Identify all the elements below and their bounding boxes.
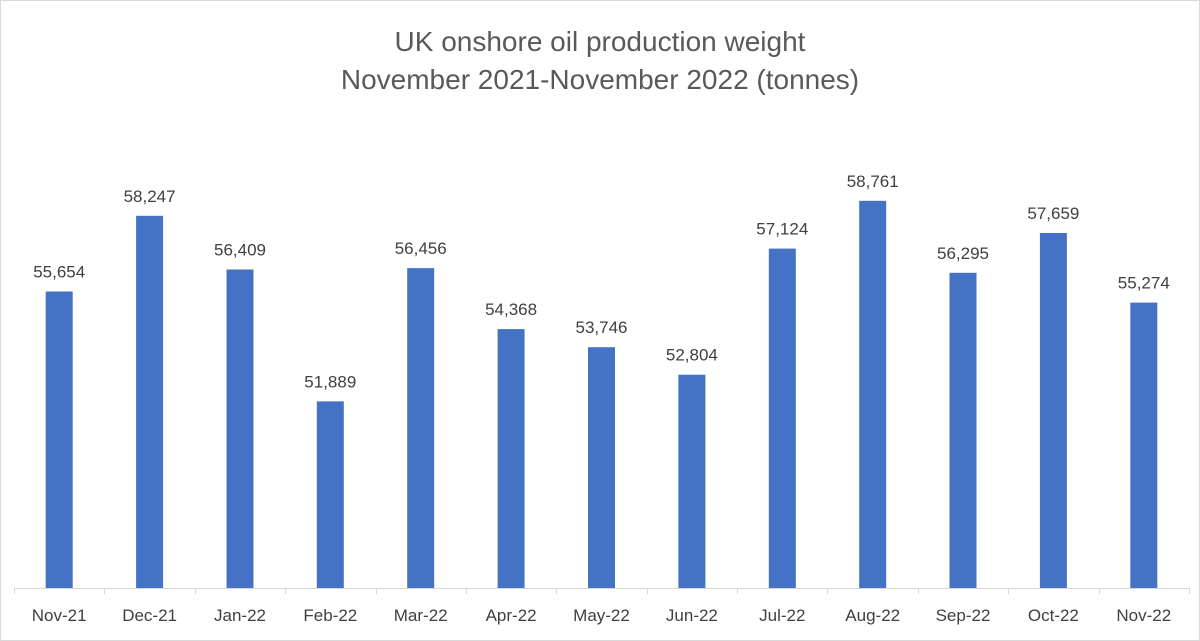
data-label: 55,654 bbox=[33, 263, 85, 282]
bar bbox=[226, 269, 254, 588]
data-label: 56,409 bbox=[214, 241, 266, 260]
x-tick-label: Sep-22 bbox=[936, 606, 991, 625]
data-label: 58,247 bbox=[124, 187, 176, 206]
data-label: 58,761 bbox=[847, 172, 899, 191]
bar bbox=[407, 268, 435, 588]
bar bbox=[949, 272, 977, 588]
x-tick-label: Nov-22 bbox=[1116, 606, 1171, 625]
x-tick-label: Apr-22 bbox=[486, 606, 537, 625]
x-tick-label: Mar-22 bbox=[394, 606, 448, 625]
bar bbox=[768, 248, 796, 588]
data-label: 51,889 bbox=[304, 372, 356, 391]
data-label: 56,456 bbox=[395, 239, 447, 258]
data-label: 55,274 bbox=[1118, 274, 1170, 293]
x-tick-label: Feb-22 bbox=[303, 606, 357, 625]
bar bbox=[859, 200, 887, 589]
bar bbox=[136, 215, 164, 589]
data-label: 56,295 bbox=[937, 244, 989, 263]
data-label: 54,368 bbox=[485, 300, 537, 319]
x-tick-marks-group bbox=[14, 588, 1190, 594]
bars-group bbox=[45, 200, 1158, 589]
bar bbox=[1039, 233, 1067, 588]
x-tick-label: Nov-21 bbox=[32, 606, 87, 625]
x-tick-label: Aug-22 bbox=[845, 606, 900, 625]
chart-title-line-2: November 2021-November 2022 (tonnes) bbox=[340, 64, 860, 95]
chart-title: UK onshore oil production weight Novembe… bbox=[1, 23, 1199, 99]
data-labels-group: 55,654 58,247 56,409 51,889 56,456 54,368 53,7… bbox=[33, 172, 1170, 392]
bar bbox=[588, 347, 615, 588]
bar bbox=[1130, 302, 1158, 588]
x-tick-label: Oct-22 bbox=[1028, 606, 1079, 625]
x-tick-label: May-22 bbox=[573, 606, 630, 625]
bar bbox=[45, 291, 73, 588]
x-tick-label: Jul-22 bbox=[759, 606, 805, 625]
bar bbox=[497, 329, 525, 588]
bar bbox=[678, 374, 706, 588]
x-tick-label: Jan-22 bbox=[214, 606, 266, 625]
data-label: 57,124 bbox=[756, 220, 808, 239]
data-label: 53,746 bbox=[576, 318, 628, 337]
x-tick-labels-group: Nov-21 Dec-21 Jan-22 Feb-22 Mar-22 Apr-22 May-… bbox=[32, 606, 1171, 625]
bar bbox=[316, 401, 344, 588]
x-tick-label: Dec-21 bbox=[122, 606, 177, 625]
x-tick-label: Jun-22 bbox=[666, 606, 718, 625]
data-label: 57,659 bbox=[1027, 204, 1079, 223]
data-label: 52,804 bbox=[666, 346, 718, 365]
chart-title-line-1: UK onshore oil production weight bbox=[394, 26, 806, 57]
